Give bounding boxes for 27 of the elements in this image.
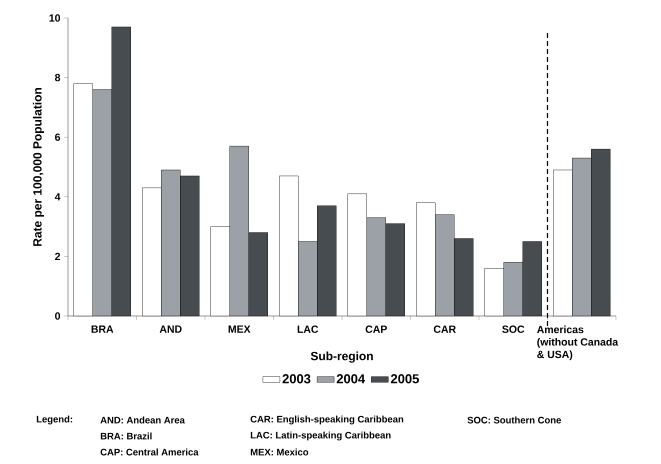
x-tick-label: CAP: [366, 326, 387, 333]
y-tick-label: 10: [50, 14, 60, 22]
y-axis-title: Rate per 100,000 Population: [32, 88, 44, 246]
y-tick-label: 6: [55, 134, 60, 141]
text: Legend:: [36, 416, 72, 424]
legend-label: 2005: [390, 374, 419, 384]
x-tick-label: SOC: [502, 326, 524, 333]
legend-label: 2004: [336, 374, 366, 384]
x-tick-label: LAC: [298, 326, 318, 333]
x-tick-label: CAR: [434, 326, 456, 333]
x-tick-label: BRA: [92, 326, 114, 333]
text: LAC: Latin-speaking Caribbean: [250, 432, 391, 440]
legend-label: 2003: [282, 374, 310, 384]
text: BRA: Brazil: [100, 432, 152, 440]
x-tick-label: Americas (without Canada & USA): [537, 326, 618, 360]
text: SOC: Southern Cone: [467, 416, 561, 424]
text: MEX: Mexico: [250, 448, 308, 456]
text: CAP: Central America: [100, 448, 199, 456]
y-tick-label: 8: [54, 74, 60, 82]
y-tick-label: 0: [55, 312, 60, 320]
text: AND: Andean Area: [100, 416, 185, 424]
x-tick-label: AND: [160, 326, 182, 333]
x-axis-title: Sub-region: [310, 352, 373, 363]
x-tick-label: MEX: [228, 326, 250, 333]
y-tick-label: 2: [55, 252, 60, 260]
y-tick-label: 4: [54, 193, 60, 200]
text: CAR: English-speaking Caribbean: [250, 416, 404, 424]
